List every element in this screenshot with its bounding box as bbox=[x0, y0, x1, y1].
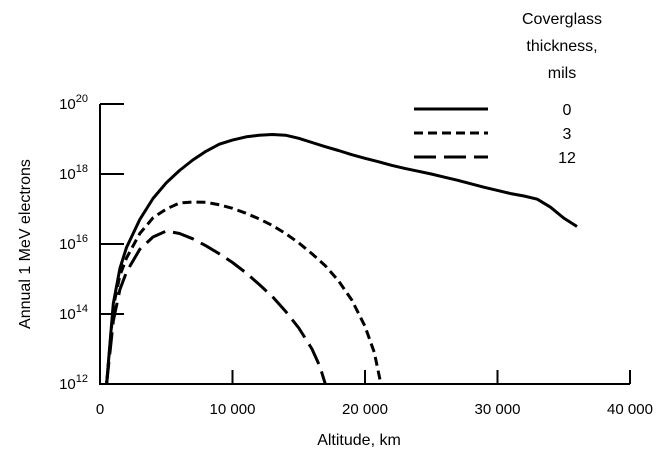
legend-entries: 0 3 12 bbox=[414, 102, 576, 167]
y-ticks: 1012 1014 1016 1018 1020 bbox=[59, 93, 124, 393]
x-tick-label: 0 bbox=[96, 401, 104, 418]
legend-title-line-3: mils bbox=[548, 65, 576, 82]
y-tick-label: 1020 bbox=[59, 93, 88, 113]
series-layer bbox=[105, 133, 578, 385]
legend: Coverglass thickness, mils 0 3 12 bbox=[414, 11, 602, 167]
axes bbox=[99, 104, 630, 385]
y-tick-label: 1012 bbox=[59, 373, 88, 393]
legend-title-line-1: Coverglass bbox=[522, 11, 602, 28]
x-axis-label: Altitude, km bbox=[317, 432, 401, 449]
y-tick-label: 1018 bbox=[59, 163, 88, 183]
x-ticks: 0 10 000 20 000 30 000 40 000 bbox=[96, 370, 653, 418]
x-tick-label: 10 000 bbox=[210, 401, 256, 418]
x-tick-label: 40 000 bbox=[607, 401, 653, 418]
x-tick-label: 30 000 bbox=[475, 401, 521, 418]
series-line-0 bbox=[105, 133, 578, 385]
y-tick-label: 1016 bbox=[59, 233, 88, 253]
legend-label: 12 bbox=[558, 150, 576, 167]
legend-label: 0 bbox=[563, 102, 572, 119]
legend-title-line-2: thickness, bbox=[526, 38, 597, 55]
legend-label: 3 bbox=[563, 126, 572, 143]
x-tick-label: 20 000 bbox=[342, 401, 388, 418]
y-axis-label: Annual 1 MeV electrons bbox=[17, 159, 34, 329]
y-tick-label: 1014 bbox=[59, 303, 88, 323]
series-line-12 bbox=[105, 229, 327, 385]
series-line-3 bbox=[105, 200, 383, 385]
